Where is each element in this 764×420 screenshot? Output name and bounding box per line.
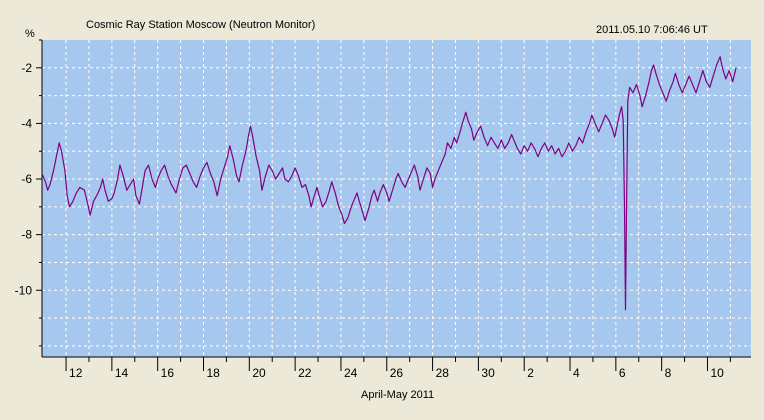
chart-title: Cosmic Ray Station Moscow (Neutron Monit…: [86, 19, 316, 31]
series-line: [41, 56, 737, 311]
chart-timestamp: 2011.05.10 7:06:46 UT: [596, 24, 708, 36]
x-tick-label: 8: [665, 366, 672, 380]
x-tick-label: 6: [619, 366, 626, 380]
x-axis-label: April-May 2011: [361, 389, 435, 401]
x-tick-label: 12: [69, 366, 83, 380]
x-tick-label: 26: [390, 366, 404, 380]
y-tick-label: -10: [15, 283, 33, 297]
grid-lines: [42, 40, 751, 357]
x-tick-label: 14: [115, 366, 129, 380]
y-tick-label: -8: [21, 228, 32, 242]
axes: [41, 40, 751, 358]
x-tick-label: 2: [527, 366, 534, 380]
x-tick-label: 30: [481, 366, 495, 380]
y-axis-unit-label: %: [25, 28, 35, 40]
x-tick-label: 4: [573, 366, 580, 380]
x-tick-label: 24: [344, 366, 358, 380]
x-tick-label: 22: [298, 366, 312, 380]
plot-background: [42, 40, 751, 357]
y-tick-label: -6: [21, 172, 32, 186]
x-tick-label: 18: [207, 366, 221, 380]
data-series: [41, 56, 737, 311]
x-tick-label: 16: [161, 366, 175, 380]
x-tick-label: 28: [436, 366, 450, 380]
y-tick-label: -2: [21, 61, 32, 75]
x-tick-label: 20: [252, 366, 266, 380]
x-tick-label: 10: [710, 366, 724, 380]
y-tick-label: -4: [21, 116, 32, 130]
